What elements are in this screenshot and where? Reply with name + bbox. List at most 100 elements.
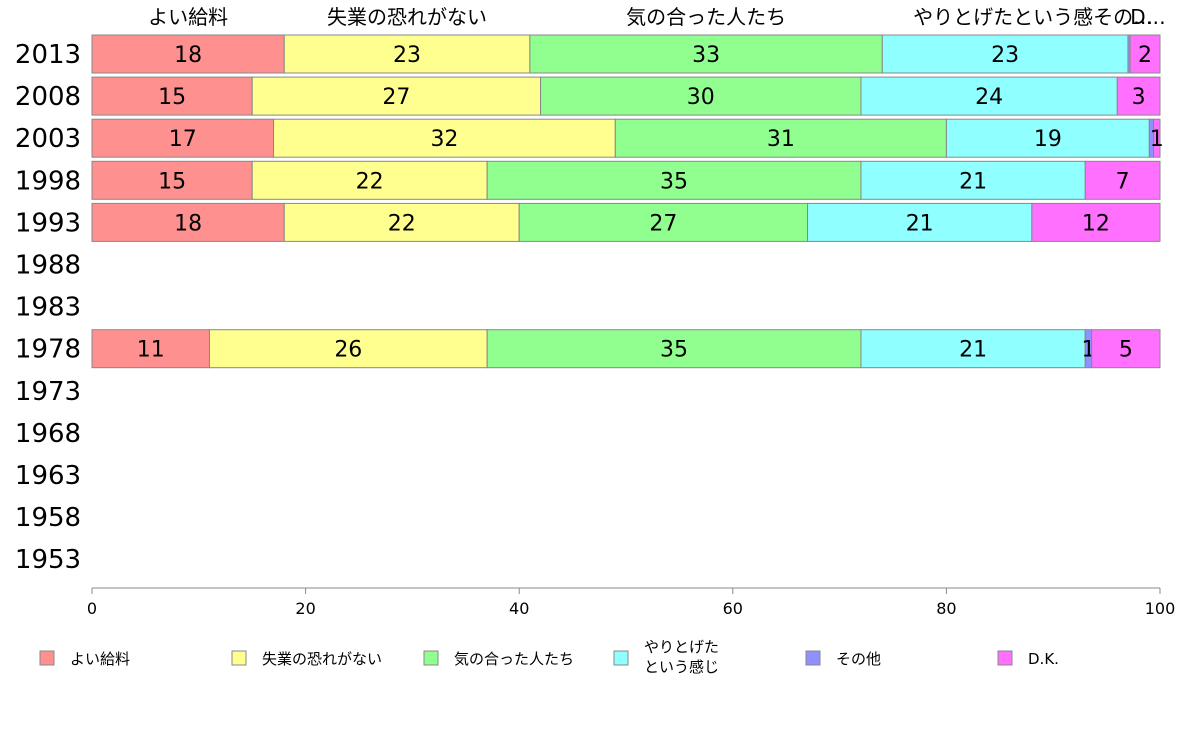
legend-label-0-line-0: よい給料 bbox=[70, 650, 130, 668]
bar-1998-series-0 bbox=[91, 160, 253, 200]
data-label-2008-series-1: 27 bbox=[382, 85, 410, 110]
data-label-1998-series-2: 35 bbox=[660, 169, 688, 194]
bar-2008-series-0 bbox=[91, 76, 253, 116]
year-label-1973: 1973 bbox=[15, 377, 81, 407]
x-tick-label-100: 100 bbox=[1145, 599, 1176, 618]
year-label-1998: 1998 bbox=[15, 166, 81, 196]
legend-label-2-line-0: 気の合った人たち bbox=[454, 650, 574, 668]
legend-swatch-1 bbox=[231, 650, 247, 666]
year-label-2008: 2008 bbox=[15, 82, 81, 112]
year-label-1953: 1953 bbox=[15, 545, 81, 575]
bar-2008-series-2 bbox=[540, 76, 862, 116]
bar-2008-series-5 bbox=[1116, 76, 1161, 116]
x-tick-label-20: 20 bbox=[295, 599, 315, 618]
year-label-1958: 1958 bbox=[15, 503, 81, 533]
bar-1998-series-1 bbox=[251, 160, 488, 200]
data-label-2013-series-5: 2 bbox=[1138, 43, 1152, 68]
bar-1978-series-1 bbox=[208, 329, 488, 369]
bar-1998-series-3 bbox=[860, 160, 1086, 200]
x-tick-label-40: 40 bbox=[509, 599, 529, 618]
data-label-1993-series-5: 12 bbox=[1082, 211, 1110, 236]
data-label-2013-series-0: 18 bbox=[174, 43, 202, 68]
bar-2008-series-3 bbox=[860, 76, 1118, 116]
data-label-1998-series-5: 7 bbox=[1116, 169, 1130, 194]
bars: 18 23 33 23 215 27 30 24 317 32 31 19 115 22 35 21 718 22… bbox=[91, 34, 1164, 369]
year-label-1993: 1993 bbox=[15, 208, 81, 238]
legend-label-3-line-0: やりとげた bbox=[644, 638, 719, 656]
data-label-1978-series-1: 26 bbox=[334, 338, 362, 363]
legend-swatch-5 bbox=[997, 650, 1013, 666]
category-header-1: 失業の恐れがない bbox=[327, 5, 487, 29]
bar-2003-series-2 bbox=[614, 118, 947, 158]
bar-1993-series-5 bbox=[1031, 202, 1161, 242]
legend-item-1: 失業の恐れがない bbox=[231, 650, 382, 668]
bar-2003-series-5 bbox=[1153, 118, 1161, 158]
year-label-1978: 1978 bbox=[15, 335, 81, 365]
bar-1993-series-3 bbox=[807, 202, 1033, 242]
bar-1998-series-2 bbox=[486, 160, 862, 200]
data-label-1978-series-3: 21 bbox=[959, 338, 987, 363]
legend-label-4-line-0: その他 bbox=[836, 650, 881, 668]
year-axis-labels: 2013 2008 2003 1998 1993 1988 1983 1978 1973 1968… bbox=[15, 40, 81, 575]
data-label-2008-series-0: 15 bbox=[158, 85, 186, 110]
data-label-1993-series-1: 22 bbox=[388, 211, 416, 236]
data-label-1978-series-2: 35 bbox=[660, 338, 688, 363]
data-label-2008-series-3: 24 bbox=[975, 85, 1003, 110]
data-label-2013-series-1: 23 bbox=[393, 43, 421, 68]
legend-label-5-line-0: D.K. bbox=[1028, 650, 1059, 668]
legend-swatch-3 bbox=[613, 650, 629, 666]
bar-2013-series-5 bbox=[1129, 34, 1161, 74]
bar-2003-series-3 bbox=[945, 118, 1150, 158]
year-label-2013: 2013 bbox=[15, 40, 81, 70]
data-label-2003-series-2: 31 bbox=[767, 127, 795, 152]
data-label-1978-series-5: 5 bbox=[1119, 338, 1133, 363]
category-header-2: 気の合った人たち bbox=[626, 5, 786, 29]
bar-2008-series-1 bbox=[251, 76, 542, 116]
legend-item-2: 気の合った人たち bbox=[423, 650, 574, 668]
legend-item-0: よい給料 bbox=[39, 650, 130, 668]
category-header-4: D… bbox=[1130, 5, 1165, 29]
legend-item-5: D.K. bbox=[997, 650, 1059, 668]
x-tick-label-80: 80 bbox=[936, 599, 956, 618]
bar-1998-series-5 bbox=[1084, 160, 1161, 200]
legend-label-1-line-0: 失業の恐れがない bbox=[262, 650, 382, 668]
bar-2013-series-2 bbox=[529, 34, 883, 74]
legend-item-4: その他 bbox=[805, 650, 881, 668]
x-axis: 0 20 40 60 80 100 bbox=[87, 587, 1176, 618]
bar-2013-series-3 bbox=[881, 34, 1129, 74]
data-label-2003-series-3: 19 bbox=[1034, 127, 1062, 152]
legend-swatch-2 bbox=[423, 650, 439, 666]
data-label-2003-series-5: 1 bbox=[1150, 127, 1164, 152]
bar-2003-series-0 bbox=[91, 118, 275, 158]
year-label-1968: 1968 bbox=[15, 419, 81, 449]
data-label-2003-series-1: 32 bbox=[430, 127, 458, 152]
bar-2003-series-1 bbox=[273, 118, 616, 158]
category-header-labels: よい給料 失業の恐れがない 気の合った人たち やりとげたという感その…D… bbox=[148, 5, 1166, 29]
legend-swatch-4 bbox=[805, 650, 821, 666]
year-label-1963: 1963 bbox=[15, 461, 81, 491]
bar-1978-series-3 bbox=[860, 329, 1086, 369]
data-label-1998-series-1: 22 bbox=[356, 169, 384, 194]
bar-2013-series-1 bbox=[283, 34, 531, 74]
bar-1978-series-0 bbox=[91, 329, 210, 369]
year-label-1983: 1983 bbox=[15, 293, 81, 323]
data-label-1993-series-3: 21 bbox=[906, 211, 934, 236]
data-label-2013-series-2: 33 bbox=[692, 43, 720, 68]
data-label-1998-series-3: 21 bbox=[959, 169, 987, 194]
bar-1993-series-0 bbox=[91, 202, 285, 242]
data-label-1993-series-2: 27 bbox=[649, 211, 677, 236]
data-label-2008-series-2: 30 bbox=[687, 85, 715, 110]
data-label-1998-series-0: 15 bbox=[158, 169, 186, 194]
data-label-1993-series-0: 18 bbox=[174, 211, 202, 236]
x-tick-label-60: 60 bbox=[723, 599, 743, 618]
data-label-1978-series-0: 11 bbox=[137, 338, 165, 363]
category-header-3: やりとげたという感その… bbox=[913, 5, 1153, 29]
bar-1978-series-2 bbox=[486, 329, 862, 369]
data-label-2013-series-3: 23 bbox=[991, 43, 1019, 68]
bar-1978-series-5 bbox=[1091, 329, 1161, 369]
bar-2013-series-0 bbox=[91, 34, 285, 74]
bar-1993-series-2 bbox=[518, 202, 809, 242]
